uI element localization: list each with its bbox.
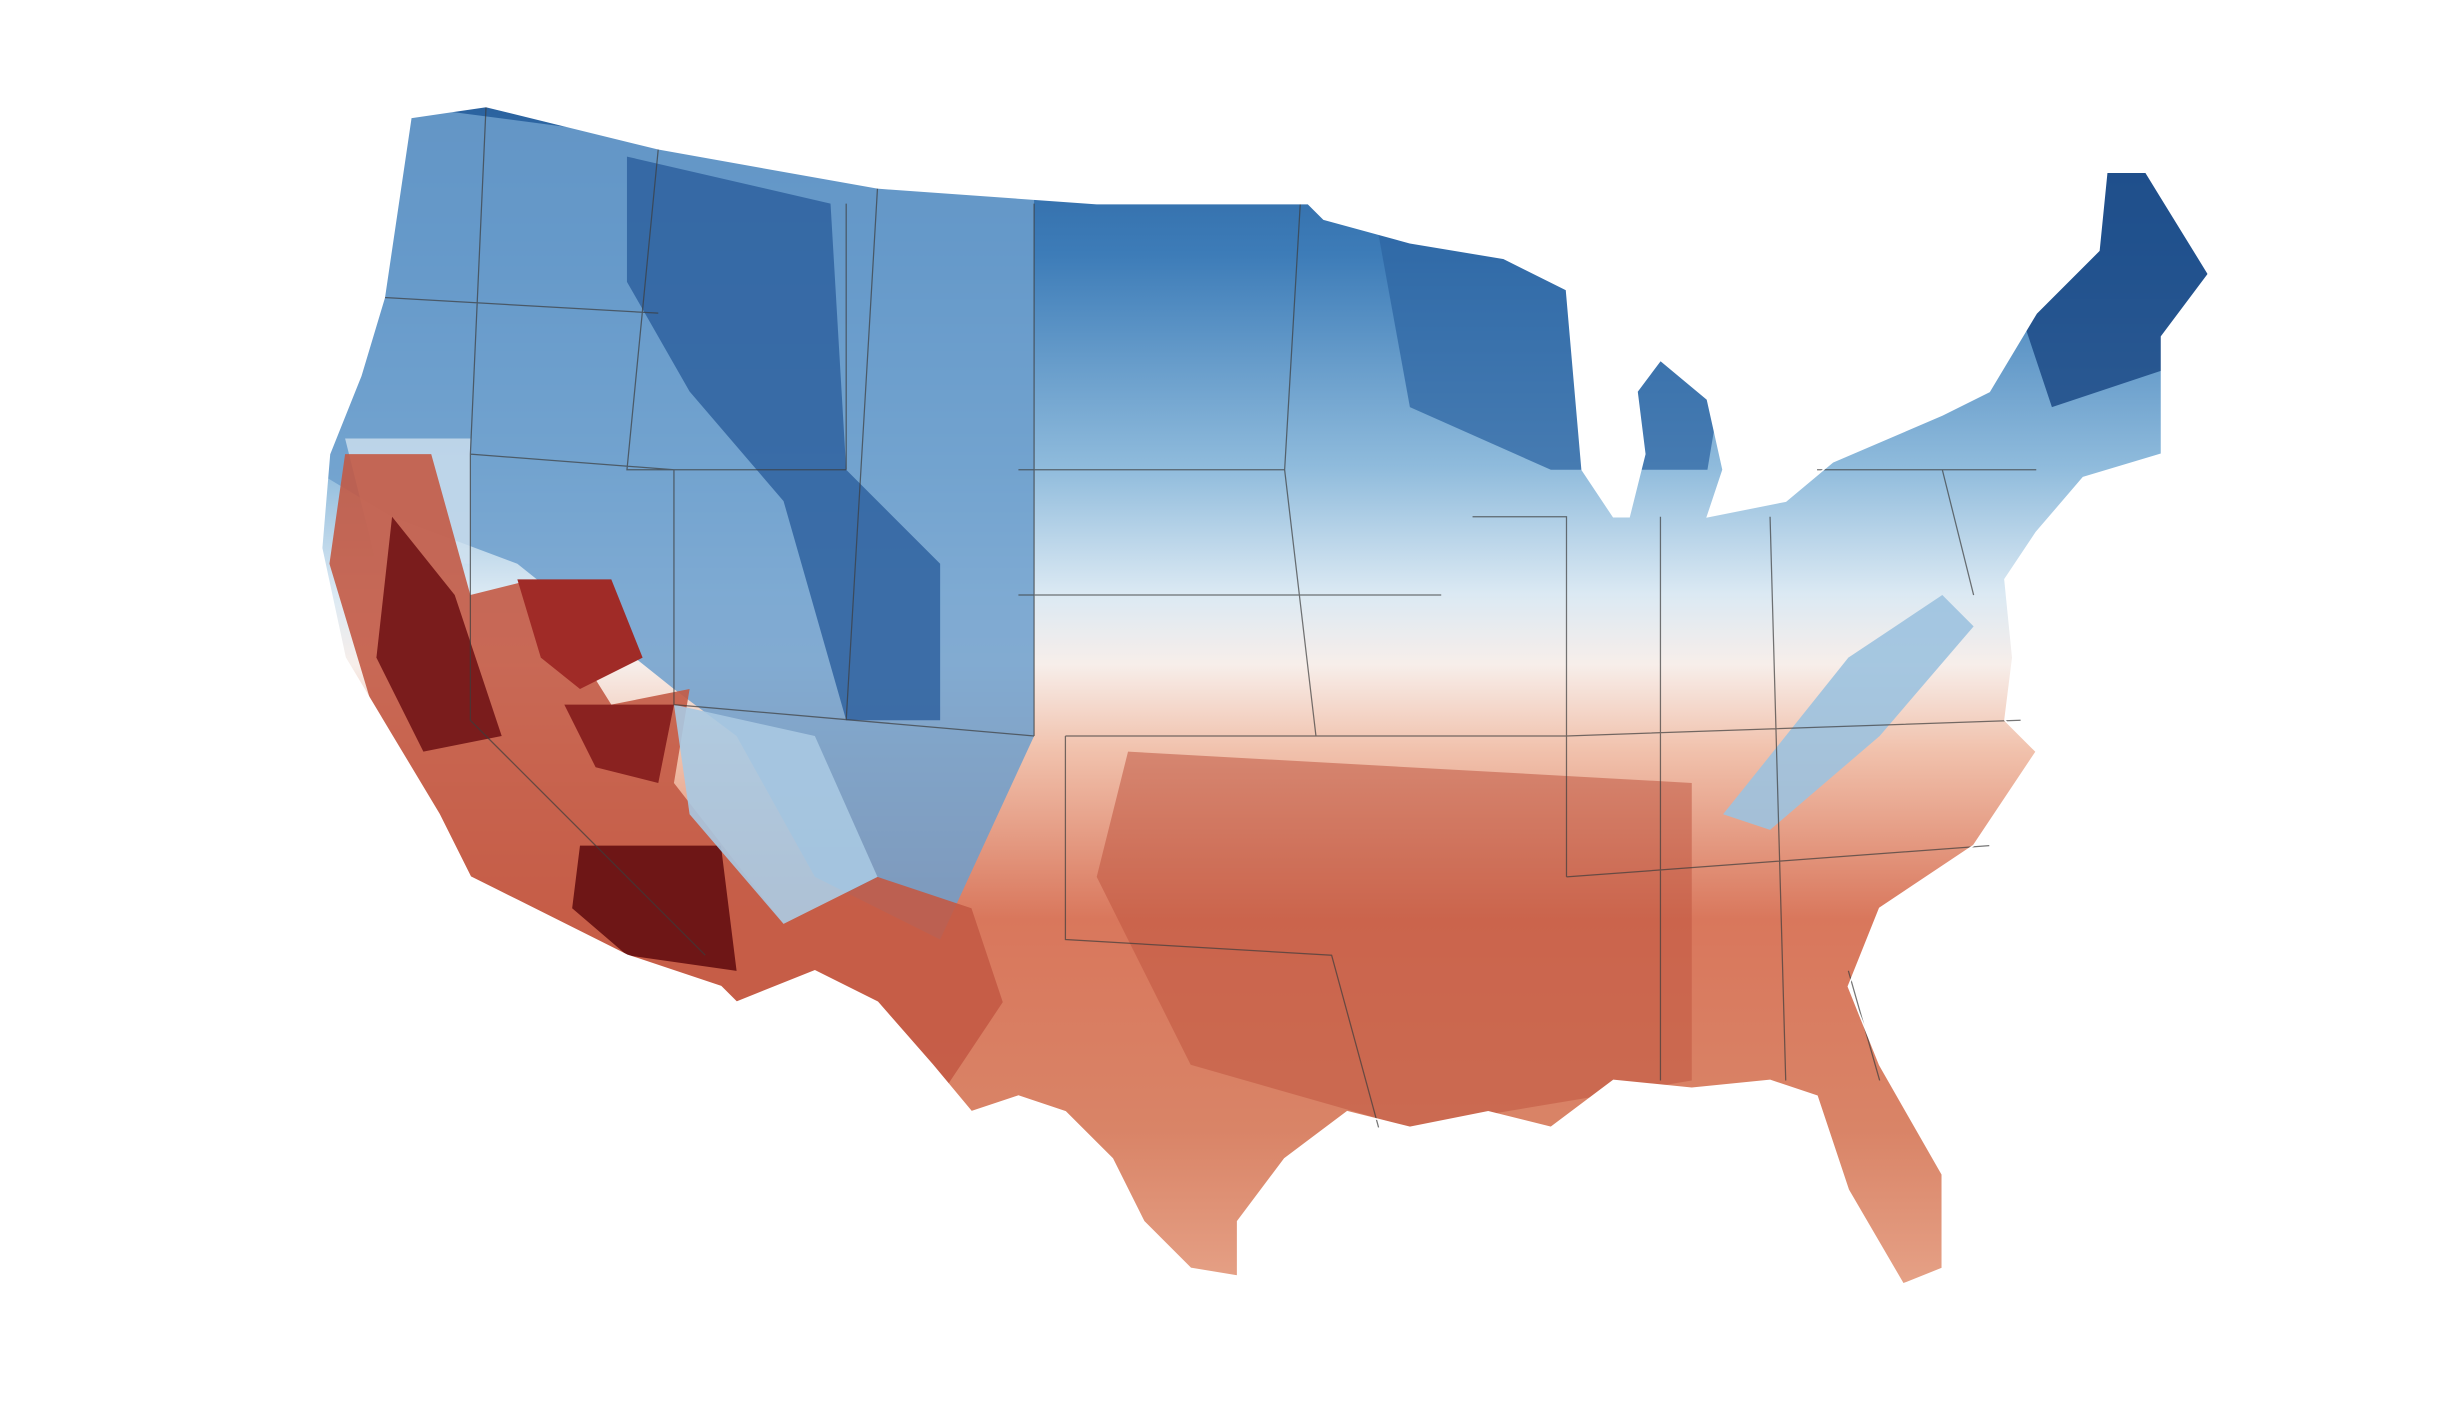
state-borders [384, 106, 2037, 1128]
arizona-dark [572, 845, 737, 971]
southwest-red [329, 454, 1003, 1097]
nevada-red [517, 579, 643, 689]
country-outline [320, 105, 2210, 1286]
maine-dark [2020, 156, 2209, 408]
border-lines [384, 106, 2037, 1128]
appalachia-blue [1723, 595, 1974, 830]
south-red [1096, 751, 1692, 1128]
nevada-dark [564, 704, 674, 783]
utah-light [673, 704, 878, 924]
rockies-dark [626, 156, 941, 721]
